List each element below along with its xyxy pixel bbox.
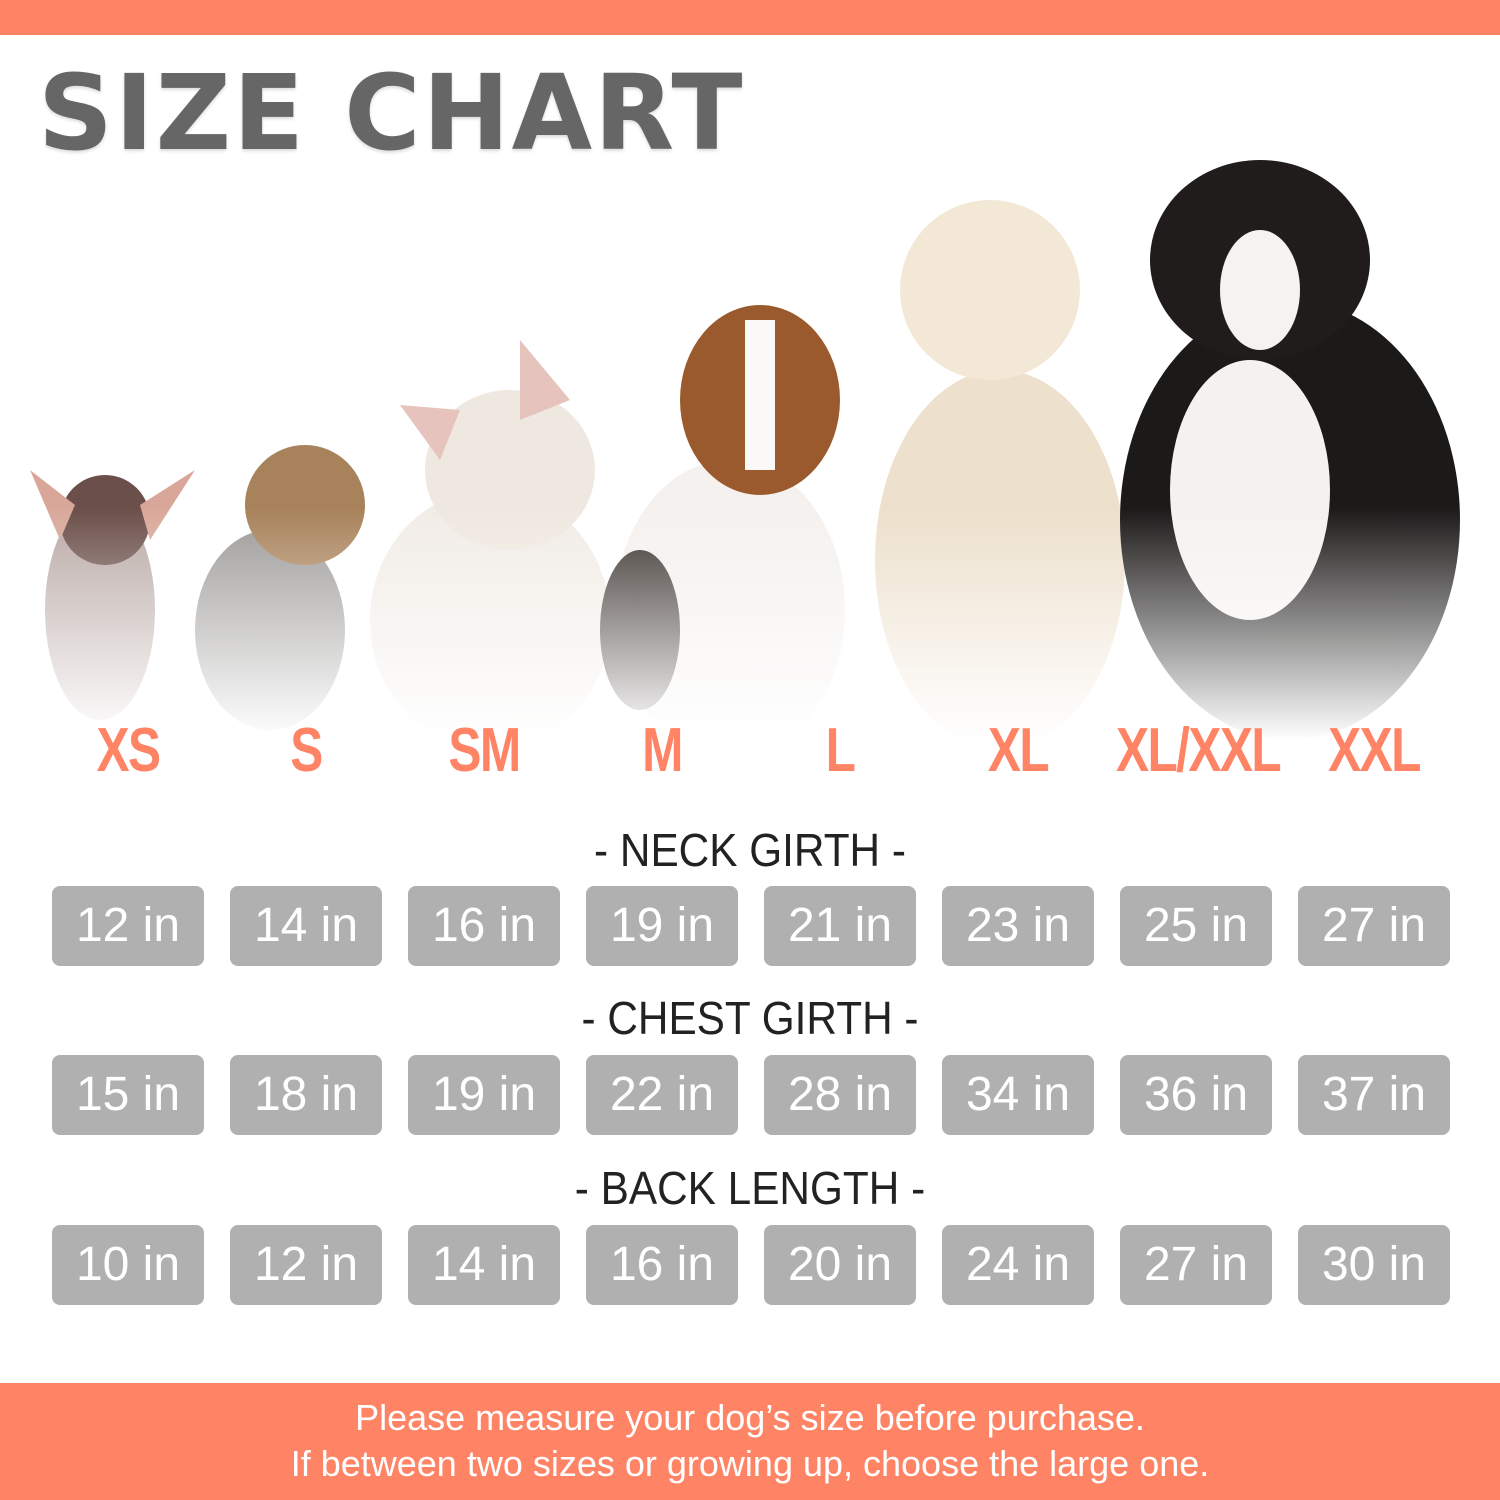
neck-girth-value: 27 in <box>1298 886 1450 966</box>
size-label-sm: SM <box>448 716 521 785</box>
chest-girth-value: 19 in <box>408 1055 560 1135</box>
size-label-l: L <box>825 716 856 785</box>
neck-girth-value: 14 in <box>230 886 382 966</box>
chest-girth-value: 36 in <box>1120 1055 1272 1135</box>
neck-girth-value: 12 in <box>52 886 204 966</box>
footer-note: Please measure your dog’s size before pu… <box>0 1383 1500 1500</box>
size-label-xl-xxl: XL/XXL <box>1116 716 1282 785</box>
footer-line-2: If between two sizes or growing up, choo… <box>290 1443 1210 1484</box>
size-label-xs: XS <box>96 716 162 785</box>
chest-girth-value: 37 in <box>1298 1055 1450 1135</box>
chest-girth-value: 18 in <box>230 1055 382 1135</box>
chest-girth-value: 22 in <box>586 1055 738 1135</box>
neck-girth-value: 21 in <box>764 886 916 966</box>
chest-girth-value: 15 in <box>52 1055 204 1135</box>
back-length-value: 24 in <box>942 1225 1094 1305</box>
footer-line-1: Please measure your dog’s size before pu… <box>355 1397 1145 1438</box>
back-length-value: 10 in <box>52 1225 204 1305</box>
chest-girth-heading: - CHEST GIRTH - <box>581 992 919 1044</box>
chest-girth-value: 34 in <box>942 1055 1094 1135</box>
page-title: SIZE CHART <box>38 52 745 174</box>
neck-girth-heading: - NECK GIRTH - <box>594 824 906 876</box>
back-length-value: 16 in <box>586 1225 738 1305</box>
back-length-heading: - BACK LENGTH - <box>574 1162 926 1214</box>
size-label-xl: XL <box>987 716 1050 785</box>
back-length-value: 27 in <box>1120 1225 1272 1305</box>
chest-girth-value: 28 in <box>764 1055 916 1135</box>
dog-photos <box>0 160 1500 740</box>
size-label-s: S <box>290 716 323 785</box>
neck-girth-value: 16 in <box>408 886 560 966</box>
neck-girth-value: 19 in <box>586 886 738 966</box>
back-length-value: 12 in <box>230 1225 382 1305</box>
neck-girth-value: 23 in <box>942 886 1094 966</box>
back-length-value: 30 in <box>1298 1225 1450 1305</box>
size-label-xxl: XXL <box>1328 716 1421 785</box>
neck-girth-value: 25 in <box>1120 886 1272 966</box>
back-length-value: 14 in <box>408 1225 560 1305</box>
back-length-value: 20 in <box>764 1225 916 1305</box>
top-accent-bar <box>0 0 1500 35</box>
size-label-m: M <box>642 716 683 785</box>
